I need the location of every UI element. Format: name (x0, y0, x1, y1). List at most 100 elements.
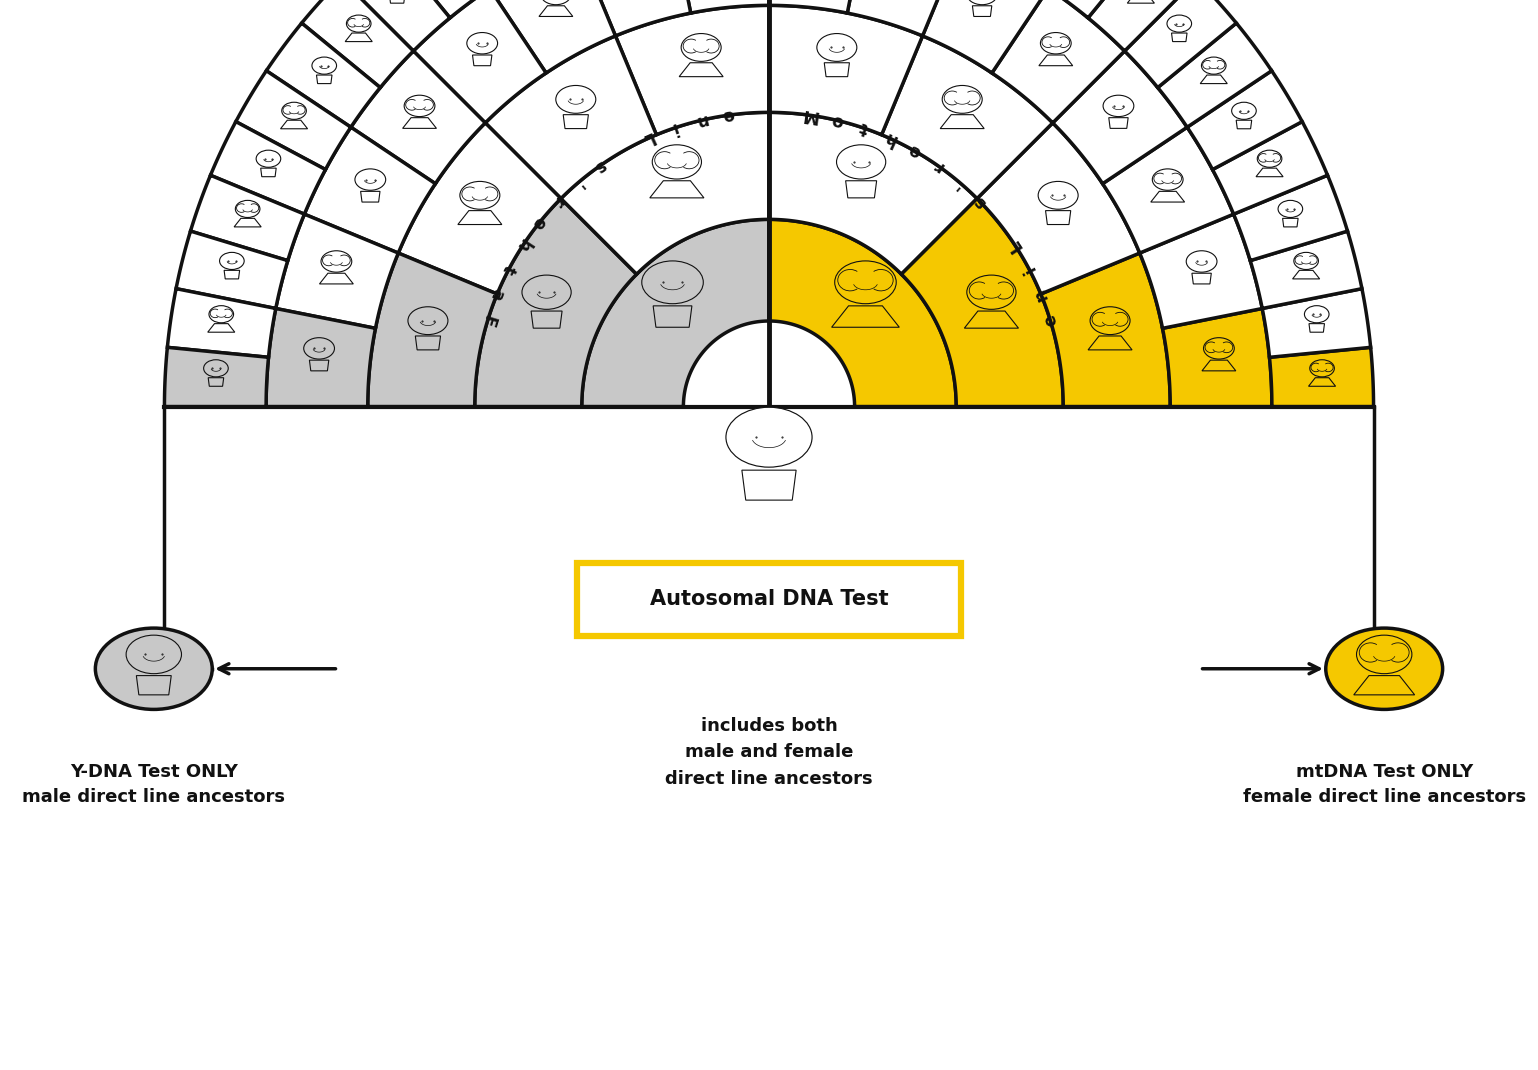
Circle shape (521, 275, 571, 309)
Polygon shape (208, 378, 223, 386)
Circle shape (1090, 307, 1130, 335)
Polygon shape (901, 199, 1063, 407)
Polygon shape (581, 219, 769, 407)
Circle shape (1038, 182, 1078, 210)
Circle shape (312, 57, 337, 74)
Circle shape (1201, 57, 1226, 74)
Polygon shape (137, 675, 171, 694)
Polygon shape (1250, 231, 1363, 308)
Polygon shape (1187, 71, 1303, 169)
Circle shape (257, 150, 281, 167)
Polygon shape (1158, 24, 1272, 127)
Circle shape (1186, 250, 1217, 272)
Polygon shape (234, 218, 261, 227)
Polygon shape (1257, 168, 1283, 177)
Polygon shape (847, 0, 961, 36)
Circle shape (540, 0, 571, 4)
Polygon shape (1140, 214, 1263, 328)
Text: L: L (640, 127, 657, 149)
Polygon shape (351, 51, 486, 184)
Polygon shape (275, 214, 398, 328)
Polygon shape (649, 181, 704, 198)
Polygon shape (368, 253, 497, 407)
Circle shape (1357, 636, 1412, 674)
Circle shape (967, 275, 1017, 309)
Polygon shape (1292, 271, 1320, 279)
Polygon shape (280, 120, 308, 128)
Circle shape (1310, 360, 1335, 377)
Polygon shape (769, 112, 977, 274)
Polygon shape (832, 306, 900, 327)
Polygon shape (458, 211, 501, 225)
Polygon shape (563, 114, 589, 128)
Polygon shape (538, 5, 572, 16)
Polygon shape (654, 306, 692, 327)
Polygon shape (475, 199, 637, 407)
Polygon shape (1052, 51, 1187, 184)
Polygon shape (1109, 118, 1129, 128)
Polygon shape (680, 63, 723, 77)
Polygon shape (923, 0, 1049, 73)
Circle shape (126, 636, 181, 674)
Text: Y-DNA Test ONLY
male direct line ancestors: Y-DNA Test ONLY male direct line ancesto… (22, 763, 286, 806)
Polygon shape (1237, 120, 1252, 128)
Polygon shape (1046, 211, 1070, 225)
Polygon shape (191, 175, 305, 261)
Polygon shape (386, 0, 489, 18)
Polygon shape (1192, 273, 1212, 284)
Polygon shape (577, 0, 691, 36)
Text: r: r (930, 156, 947, 175)
Polygon shape (1269, 348, 1373, 407)
Text: F: F (477, 312, 498, 328)
Text: L: L (1004, 235, 1026, 255)
Circle shape (555, 86, 595, 113)
Polygon shape (1309, 378, 1335, 386)
Polygon shape (1150, 192, 1184, 202)
Polygon shape (168, 289, 275, 357)
Polygon shape (398, 123, 561, 294)
Text: mtDNA Test ONLY
female direct line ancestors: mtDNA Test ONLY female direct line ances… (1243, 763, 1526, 806)
Polygon shape (1200, 75, 1227, 83)
Polygon shape (1103, 127, 1233, 253)
Circle shape (235, 200, 260, 217)
Polygon shape (992, 0, 1124, 123)
Text: ': ' (952, 174, 967, 192)
Circle shape (1278, 200, 1303, 217)
Polygon shape (1127, 0, 1155, 3)
Text: e: e (1040, 312, 1061, 328)
Circle shape (967, 0, 998, 4)
Polygon shape (175, 231, 288, 308)
Polygon shape (360, 192, 380, 202)
Polygon shape (486, 36, 657, 199)
Polygon shape (1172, 33, 1187, 42)
Polygon shape (472, 55, 492, 65)
Text: h: h (512, 235, 534, 255)
Circle shape (1293, 253, 1318, 270)
Polygon shape (415, 336, 440, 350)
Polygon shape (1263, 289, 1370, 357)
Circle shape (203, 360, 228, 377)
Circle shape (468, 32, 498, 54)
Polygon shape (769, 0, 867, 13)
Polygon shape (671, 0, 769, 13)
Circle shape (321, 250, 352, 272)
Polygon shape (489, 0, 615, 73)
Circle shape (1167, 15, 1192, 32)
Polygon shape (1124, 0, 1237, 88)
Text: s: s (970, 192, 990, 212)
Circle shape (641, 261, 703, 304)
Polygon shape (1087, 0, 1197, 51)
Polygon shape (769, 5, 923, 135)
Circle shape (1204, 338, 1235, 360)
Text: e: e (721, 105, 735, 124)
Text: ': ' (571, 174, 586, 192)
Polygon shape (1233, 175, 1347, 261)
Circle shape (460, 182, 500, 210)
Circle shape (817, 33, 857, 61)
Polygon shape (1041, 253, 1170, 407)
Polygon shape (615, 5, 769, 135)
Circle shape (1232, 103, 1257, 120)
Text: s: s (591, 155, 609, 175)
Polygon shape (301, 0, 414, 88)
Polygon shape (1203, 361, 1237, 371)
